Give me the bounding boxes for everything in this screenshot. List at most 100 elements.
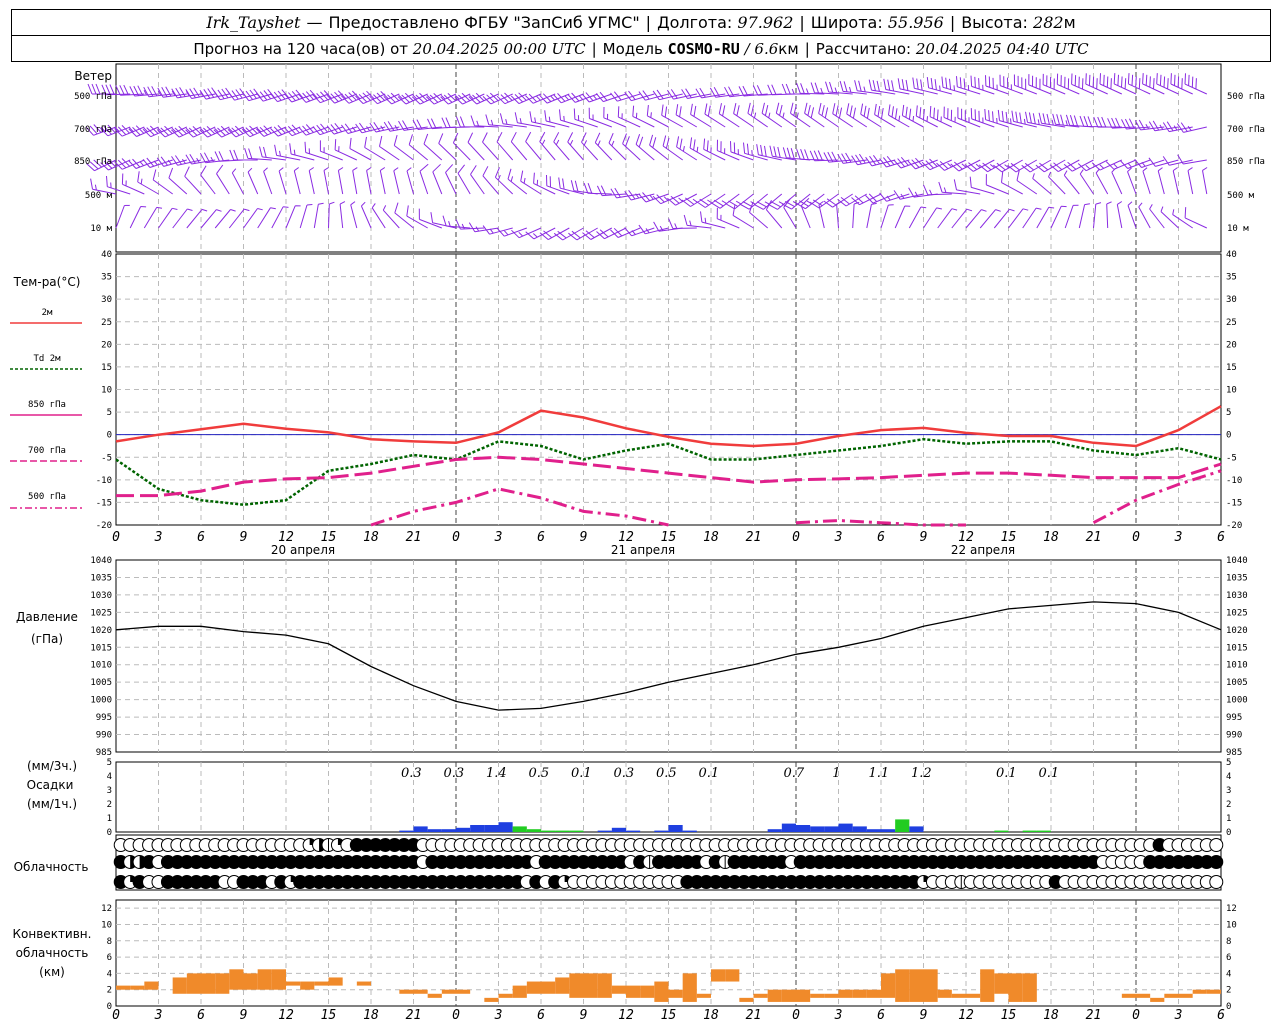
precip-amount-label: 1.4 xyxy=(486,766,507,781)
wind-barb xyxy=(836,201,842,229)
wind-barb xyxy=(352,167,358,195)
divider: | xyxy=(645,13,652,32)
conv-cloud-bar xyxy=(286,981,301,986)
pressure-tick-label: 1035 xyxy=(90,573,112,583)
conv-cloud-bar xyxy=(824,993,839,998)
temp-tick-label-right: 25 xyxy=(1226,318,1237,328)
wind-barb xyxy=(837,193,868,207)
wind-barb xyxy=(749,202,769,229)
precip-bar xyxy=(611,827,626,832)
wind-barb xyxy=(1113,73,1137,95)
model-resolution-unit: км xyxy=(778,39,799,58)
temp-tick-label: -5 xyxy=(101,453,112,463)
wind-barb xyxy=(800,197,811,229)
wind-barb xyxy=(624,190,655,201)
wind-barb xyxy=(1093,202,1102,229)
series-line-2 xyxy=(115,437,1222,506)
temp-tick-label: 25 xyxy=(101,318,112,328)
wind-barb xyxy=(957,107,981,128)
wind-barb xyxy=(511,227,542,239)
wind-barb xyxy=(1142,167,1151,195)
wind-barb xyxy=(340,90,372,104)
precip-tick-label: 4 xyxy=(107,772,112,782)
wind-barb xyxy=(1063,159,1094,172)
conv-cloud-bar xyxy=(186,973,201,994)
conv-cloud-bar xyxy=(144,981,159,990)
date-label: 22 апреля xyxy=(951,543,1015,557)
conv-cloud-bar xyxy=(966,993,981,998)
temp-tick-label: -10 xyxy=(96,476,112,486)
wind-barb xyxy=(675,104,698,128)
conv-cloud-bar xyxy=(994,973,1009,994)
wind-barb xyxy=(747,102,768,128)
wind-barb xyxy=(583,182,612,195)
calc-date: 20.04.2025 04:40 UTC xyxy=(915,39,1089,58)
conv-cloud-bar xyxy=(1164,993,1179,998)
wind-barb xyxy=(227,125,258,138)
precip-amount-label: 1.1 xyxy=(868,766,889,781)
hour-tick-label: 0 xyxy=(792,530,800,545)
wind-barb xyxy=(638,224,669,235)
precip-bar xyxy=(569,830,584,832)
wind-barb xyxy=(199,126,230,138)
pressure-panel: 1040 1040 1035 1035 1030 1030 1025 1025 1020 1020… xyxy=(90,556,1247,758)
conv-cloud-bar xyxy=(130,985,145,990)
conv-cloud-bar xyxy=(626,985,641,998)
pressure-tick-label-right: 1025 xyxy=(1226,608,1248,618)
divider: | xyxy=(799,13,805,32)
hour-tick-label: 12 xyxy=(278,530,294,545)
wind-barb xyxy=(709,87,740,98)
wind-barb xyxy=(1093,116,1122,128)
wind-barb xyxy=(156,156,187,167)
precip-amount-label: 1 xyxy=(832,766,840,781)
conv-cloud-bar xyxy=(215,973,230,994)
hour-tick-label: 12 xyxy=(958,530,974,545)
wind-barb xyxy=(908,206,927,229)
precip-tick-label-right: 1 xyxy=(1226,814,1231,824)
wind-barb xyxy=(298,89,329,103)
conv-cloud-bar xyxy=(257,969,272,990)
hour-tick-label: 3 xyxy=(154,530,163,545)
wind-barb xyxy=(1176,122,1207,133)
precip-tick-label-right: 3 xyxy=(1226,786,1231,796)
wind-barb xyxy=(1184,207,1208,229)
conv-cloud-bar xyxy=(1008,973,1023,1002)
wind-barb xyxy=(993,208,1015,229)
provider-text: Предоставлено ФГБУ "ЗапСиб УГМС" xyxy=(328,13,640,32)
wind-barb xyxy=(681,193,712,207)
wind-barb xyxy=(274,144,301,161)
wind-barb xyxy=(689,137,712,161)
pressure-tick-label: 985 xyxy=(96,748,112,758)
conv-cloud-bar xyxy=(866,989,881,998)
hour-tick-label-bottom: 9 xyxy=(920,1008,928,1023)
wind-barb xyxy=(608,133,627,161)
precip-amount-label: 0.3 xyxy=(613,766,634,781)
wind-barb xyxy=(438,133,457,161)
wind-barb xyxy=(184,166,202,195)
wind-barb xyxy=(1138,202,1151,229)
wind-barb xyxy=(114,125,145,137)
wind-barb xyxy=(263,167,273,195)
wind-barb xyxy=(1148,120,1179,132)
hour-tick-label: 6 xyxy=(537,530,545,545)
wind-barb xyxy=(1049,159,1080,173)
conv-cloud-bar xyxy=(668,989,683,998)
wind-barb xyxy=(371,203,386,229)
wind-barb xyxy=(761,102,783,128)
wind-barb xyxy=(984,108,1009,128)
wind-barb xyxy=(214,209,236,229)
wind-barb xyxy=(1035,159,1066,173)
precip-bar xyxy=(852,826,867,832)
wind-barb xyxy=(86,159,117,172)
wind-barb xyxy=(383,92,414,105)
wind-barb xyxy=(880,204,894,229)
conv-tick-label-right: 8 xyxy=(1226,937,1231,947)
station-name: Irk_Tayshet xyxy=(206,13,301,32)
wind-barb xyxy=(568,227,598,241)
temp-tick-label-right: 15 xyxy=(1226,363,1237,373)
wind-barb xyxy=(1127,167,1137,195)
wind-barb xyxy=(393,167,400,195)
conv-title-2: облачность xyxy=(16,946,89,960)
wind-barb xyxy=(581,132,599,161)
